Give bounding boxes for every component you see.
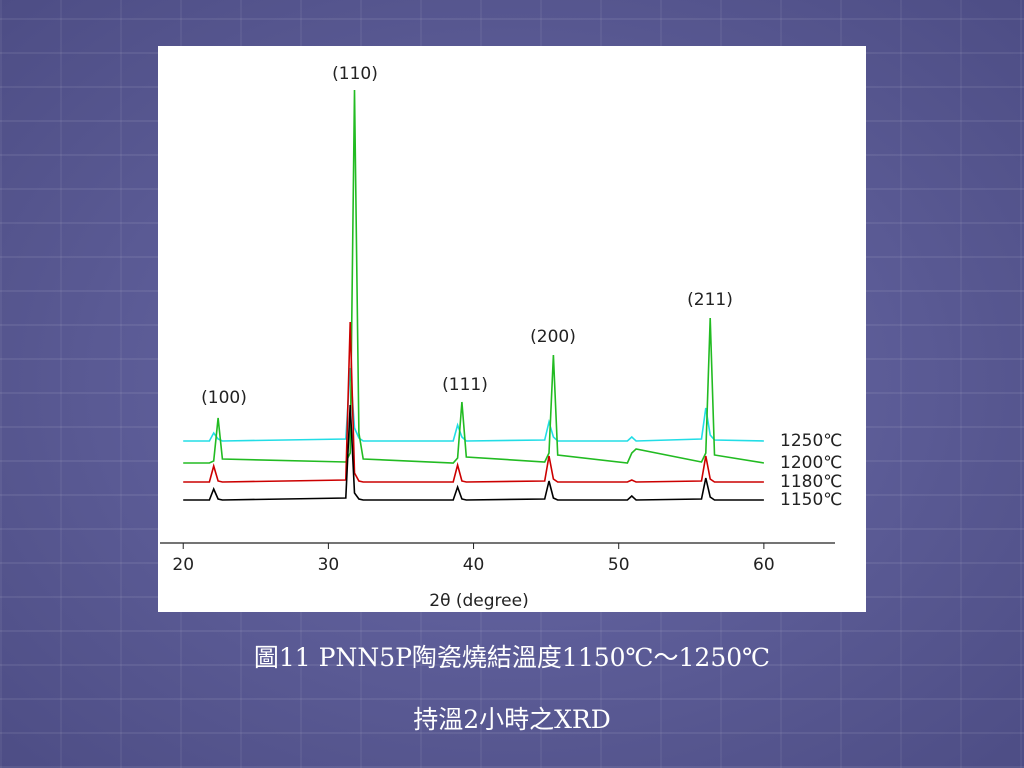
legend-label: 1180℃ [780,472,842,492]
x-tick-label: 40 [463,555,485,575]
peak-annotation: (111) [442,375,488,395]
x-axis-label: 2θ (degree) [429,591,528,611]
legend-label: 1150℃ [780,490,842,510]
caption-line: 圖11 PNN5P陶瓷燒結溫度1150℃～1250℃ [253,643,771,672]
series-line [183,404,764,501]
series-line [183,89,765,464]
legend-label: 1200℃ [780,453,842,473]
x-tick-label: 30 [318,555,340,575]
peak-annotation: (211) [687,290,733,310]
chart-background [158,46,866,612]
x-tick-label: 60 [753,555,775,575]
x-tick-label: 50 [608,555,630,575]
series-line [183,321,764,483]
caption-line: 持溫2小時之XRD [413,705,611,734]
x-tick-label: 20 [172,555,194,575]
legend-label: 1250℃ [780,431,842,451]
peak-annotation: (110) [332,64,378,84]
peak-annotation: (200) [530,327,576,347]
peak-annotation: (100) [201,388,247,408]
